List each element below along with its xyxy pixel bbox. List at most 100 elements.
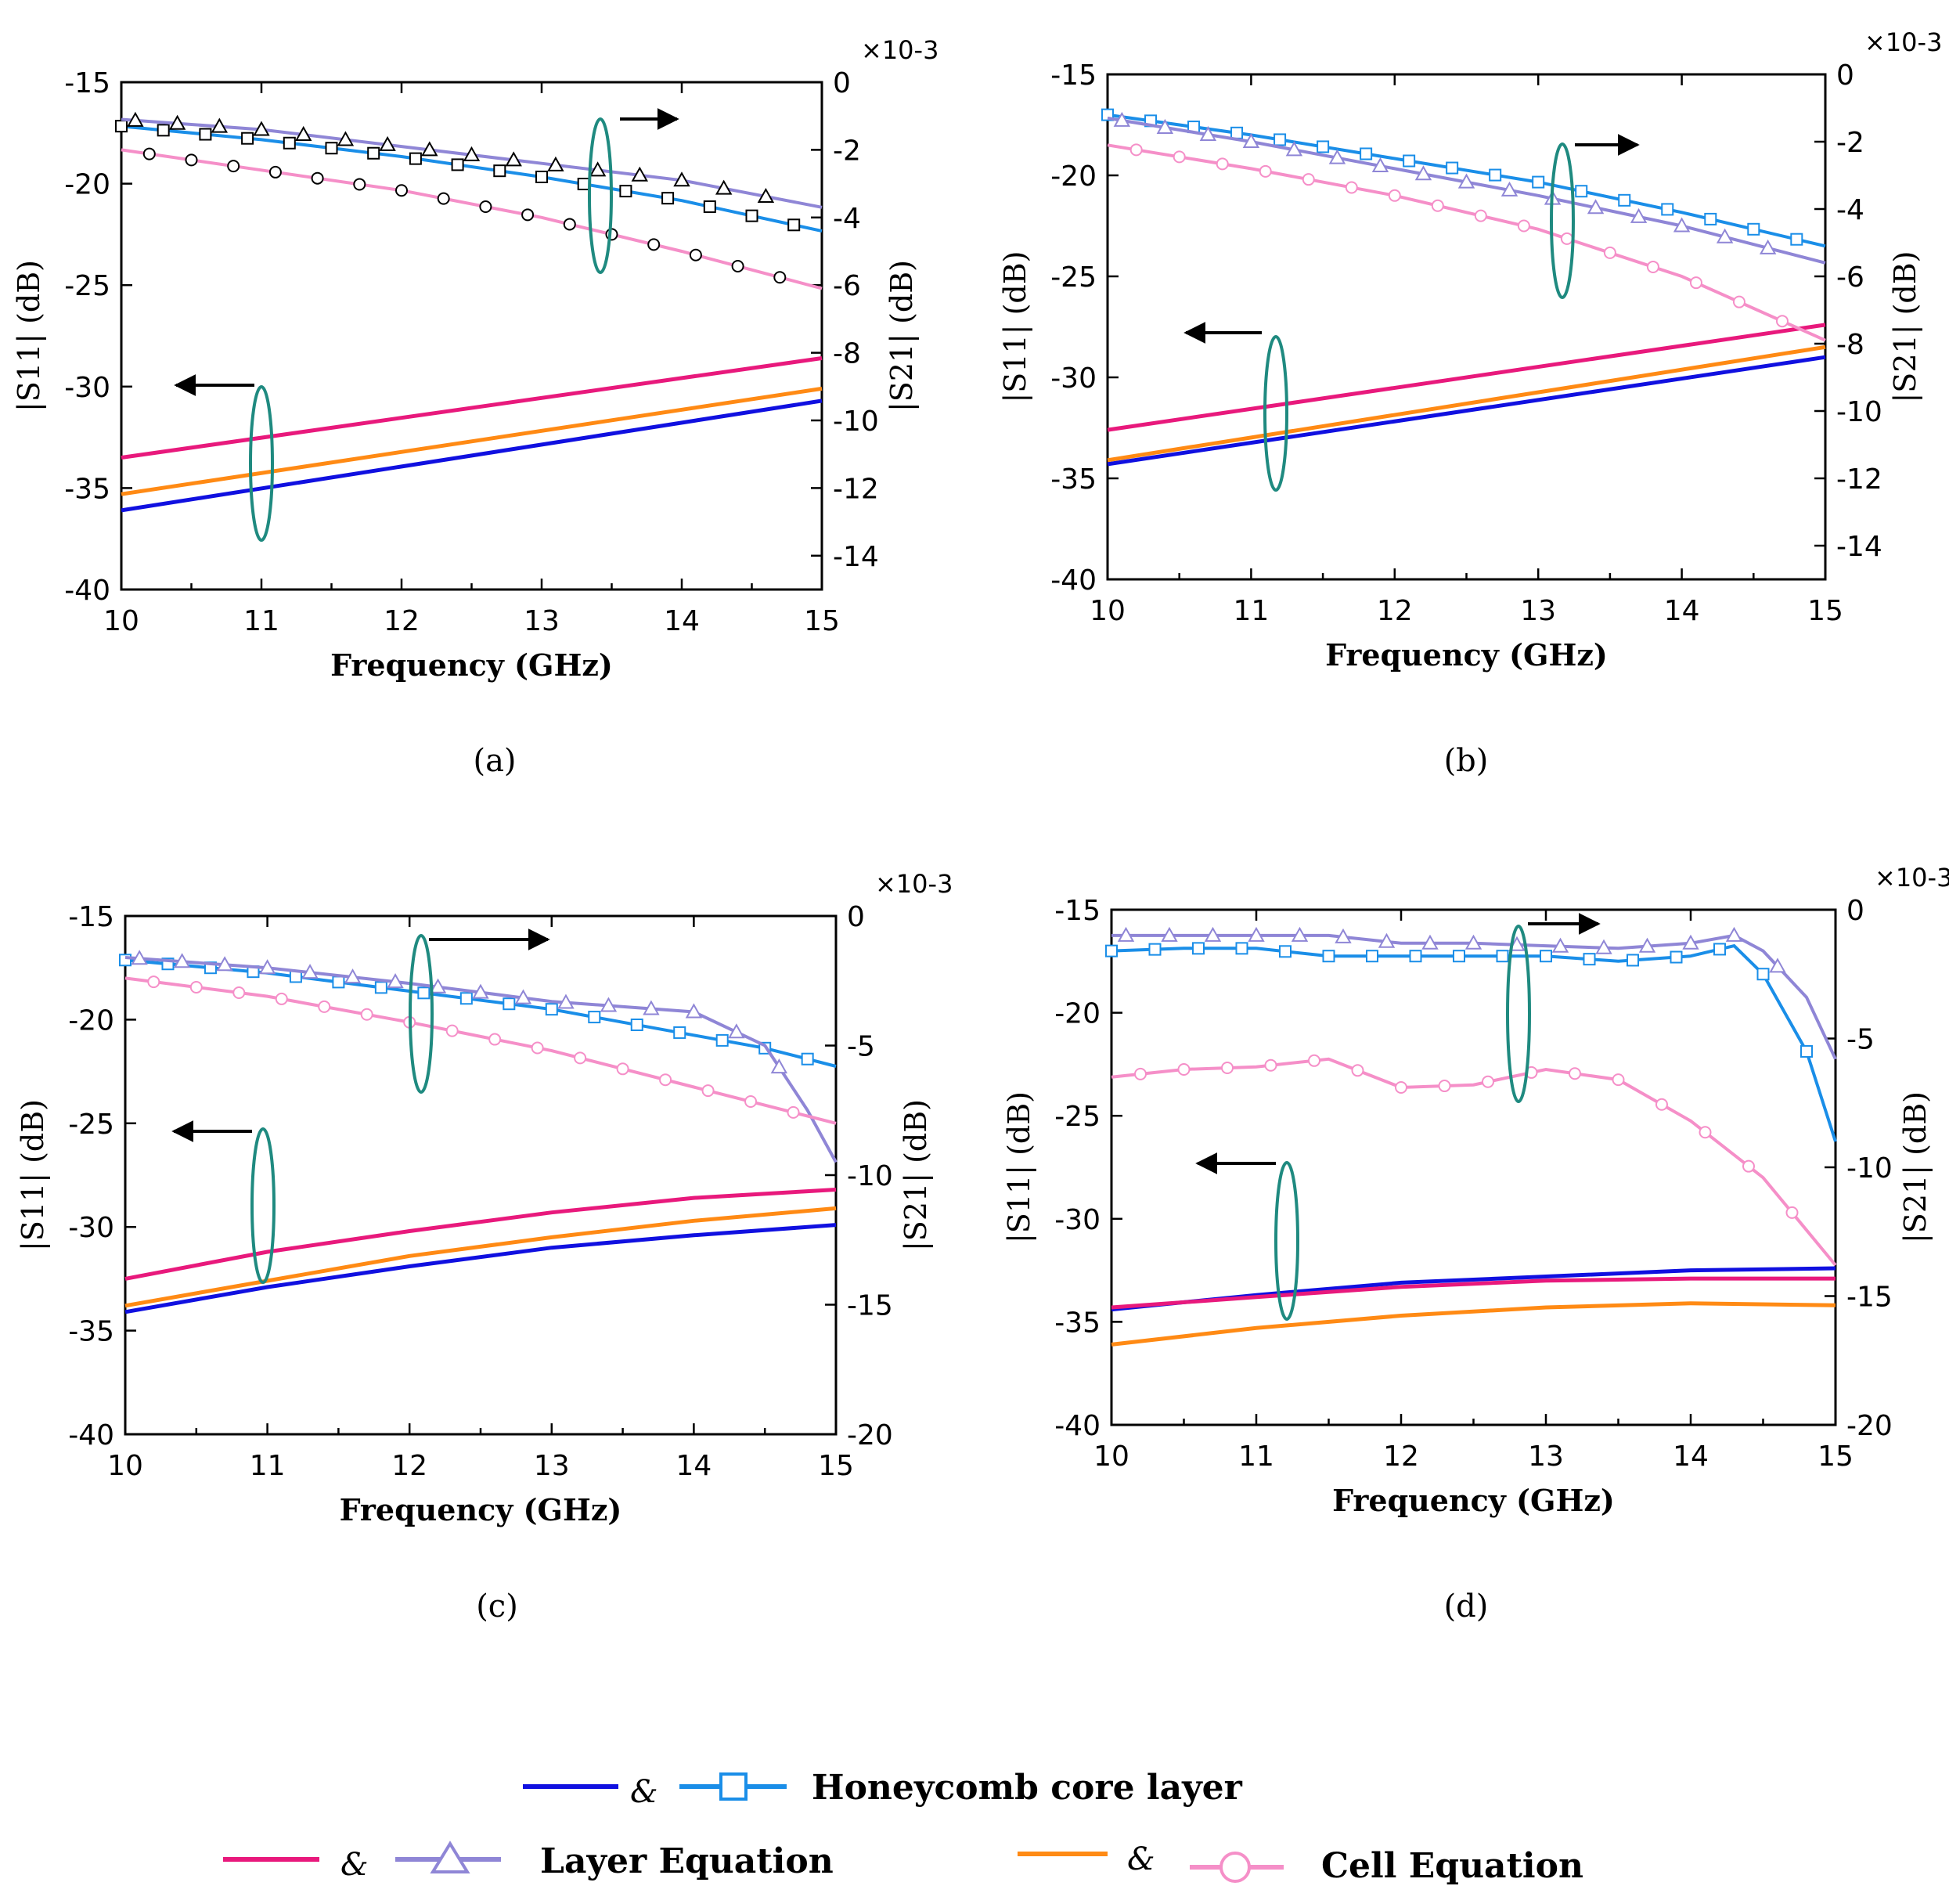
y-left-tick-label: -30 bbox=[68, 1212, 114, 1244]
s21-marker-cell bbox=[1732, 295, 1745, 308]
s21-marker-honeycomb bbox=[801, 1052, 814, 1066]
s21-marker-cell bbox=[1742, 1159, 1755, 1173]
x-tick-label: 15 bbox=[1818, 1441, 1854, 1473]
s21-marker-honeycomb bbox=[577, 178, 590, 191]
y-right-tick-label: -5 bbox=[1846, 1024, 1875, 1056]
x-tick-label: 10 bbox=[1093, 1441, 1129, 1473]
s21-marker-honeycomb bbox=[1446, 161, 1459, 175]
panel-caption: (b) bbox=[1444, 743, 1489, 779]
legend-square-marker bbox=[719, 1772, 748, 1801]
s21-marker-layer bbox=[1725, 926, 1743, 942]
s11-line-layer bbox=[124, 1188, 837, 1281]
y-right-tick-label: -10 bbox=[833, 406, 879, 438]
s21-marker-cell bbox=[227, 160, 240, 173]
s21-marker-layer bbox=[1117, 926, 1135, 942]
x-tick-label: 12 bbox=[1377, 595, 1413, 627]
right-scale-label: ×10-3 bbox=[861, 35, 938, 65]
y-left-tick-label: -25 bbox=[64, 270, 110, 302]
s21-marker-honeycomb bbox=[1618, 193, 1631, 207]
s21-marker-layer bbox=[294, 125, 312, 141]
s21-marker-cell bbox=[189, 981, 203, 994]
s21-marker-honeycomb bbox=[1496, 950, 1509, 963]
y-left-tick-label: -40 bbox=[1050, 564, 1097, 597]
s21-marker-honeycomb bbox=[332, 975, 345, 989]
y-left-tick-label: -35 bbox=[68, 1316, 114, 1348]
s21-marker-honeycomb bbox=[367, 146, 380, 160]
chart-panel-a: 10 11 12 13 14 15 -15 -20 -25 -30 -35 -40 0 -2 -4 -6 -8 -… bbox=[12, 35, 938, 779]
s21-marker-honeycomb bbox=[503, 997, 516, 1011]
y-left-tick-label: -40 bbox=[64, 575, 110, 607]
s21-marker-cell bbox=[773, 271, 787, 284]
s21-marker-honeycomb bbox=[1747, 222, 1760, 236]
s21-line-honeycomb bbox=[124, 958, 837, 1068]
s21-marker-layer bbox=[685, 1003, 703, 1019]
s21-marker-honeycomb bbox=[1713, 943, 1726, 956]
s21-marker-layer bbox=[1335, 928, 1352, 943]
s21-line-layer bbox=[1111, 933, 1837, 1060]
x-tick-label: 13 bbox=[524, 605, 560, 637]
s21-marker-cell bbox=[1775, 315, 1789, 328]
y-left-tick-label: -15 bbox=[1054, 895, 1101, 927]
y-right-tick-label: -4 bbox=[1836, 194, 1864, 226]
y-right-tick-label: -14 bbox=[1836, 531, 1882, 563]
s21-marker-layer bbox=[421, 141, 438, 157]
s21-marker-honeycomb bbox=[1800, 1044, 1813, 1058]
x-axis-label: Frequency (GHz) bbox=[330, 647, 613, 683]
x-tick-label: 14 bbox=[664, 605, 700, 637]
s21-line-honeycomb bbox=[1111, 943, 1837, 1142]
y-left-tick-label: -40 bbox=[1054, 1410, 1101, 1442]
y-right-tick-label: -8 bbox=[833, 338, 861, 370]
y-right-tick-label: -6 bbox=[833, 270, 861, 302]
panel-caption: (a) bbox=[473, 743, 516, 779]
y-left-tick-label: -35 bbox=[1050, 463, 1097, 496]
s21-marker-layer bbox=[1414, 165, 1432, 181]
s21-marker-cell bbox=[488, 1033, 502, 1046]
s21-marker-layer bbox=[216, 956, 233, 972]
s21-marker-layer bbox=[1630, 207, 1648, 223]
s21-marker-cell bbox=[647, 238, 661, 251]
s21-marker-cell bbox=[574, 1051, 587, 1065]
s21-marker-layer bbox=[1242, 132, 1260, 148]
y-right-tick-label: -5 bbox=[847, 1031, 875, 1063]
s21-marker-honeycomb bbox=[1453, 950, 1465, 963]
s21-marker-layer bbox=[1328, 149, 1346, 164]
s21-marker-layer bbox=[1248, 926, 1265, 942]
s21-marker-honeycomb bbox=[673, 1026, 686, 1039]
y-right-tick-label: -15 bbox=[847, 1290, 893, 1322]
s21-marker-cell bbox=[1482, 1075, 1494, 1088]
s21-marker-honeycomb bbox=[283, 136, 296, 150]
s21-marker-honeycomb bbox=[1790, 233, 1803, 246]
s21-marker-layer bbox=[127, 111, 144, 127]
s21-marker-layer bbox=[557, 993, 575, 1009]
y-right-tick-label: -6 bbox=[1836, 261, 1864, 294]
y-right-tick-label: -8 bbox=[1836, 329, 1864, 361]
s21-group-ellipse bbox=[1506, 925, 1531, 1103]
legend-cell-label: Cell Equation bbox=[1321, 1846, 1583, 1886]
s21-line-layer bbox=[124, 956, 838, 1163]
legend-circle-marker bbox=[1219, 1852, 1251, 1883]
y-right-tick-label: -2 bbox=[1836, 127, 1864, 159]
s21-marker-cell bbox=[616, 1062, 629, 1076]
s21-marker-cell bbox=[1259, 164, 1272, 178]
y-left-tick-label: -20 bbox=[64, 169, 110, 201]
s21-marker-honeycomb bbox=[661, 192, 675, 205]
s21-marker-layer bbox=[1371, 157, 1389, 172]
s21-marker-cell bbox=[1438, 1080, 1451, 1093]
s21-marker-honeycomb bbox=[459, 992, 473, 1005]
s21-marker-honeycomb bbox=[535, 170, 548, 183]
s21-marker-honeycomb bbox=[1360, 147, 1373, 160]
s21-line-cell bbox=[121, 148, 823, 290]
y-left-axis-label: |S11| (dB) bbox=[12, 260, 46, 412]
s21-marker-honeycomb bbox=[1403, 154, 1416, 168]
s21-marker-cell bbox=[1655, 1098, 1668, 1111]
y-left-tick-label: -25 bbox=[1054, 1101, 1101, 1133]
y-right-axis-label: |S21| (dB) bbox=[1888, 251, 1922, 403]
s21-marker-cell bbox=[787, 1105, 800, 1119]
s21-marker-cell bbox=[1177, 1062, 1191, 1076]
y-left-tick-label: -20 bbox=[1050, 160, 1097, 193]
x-axis-label: Frequency (GHz) bbox=[1332, 1483, 1615, 1518]
s21-marker-cell bbox=[1351, 1064, 1364, 1077]
chart-panel-c: 10 11 12 13 14 15 -15 -20 -25 -30 -35 -40 0 -5 -10 -15 -… bbox=[16, 869, 953, 1625]
s21-line-honeycomb bbox=[121, 124, 823, 233]
s21-marker-layer bbox=[1204, 926, 1222, 942]
